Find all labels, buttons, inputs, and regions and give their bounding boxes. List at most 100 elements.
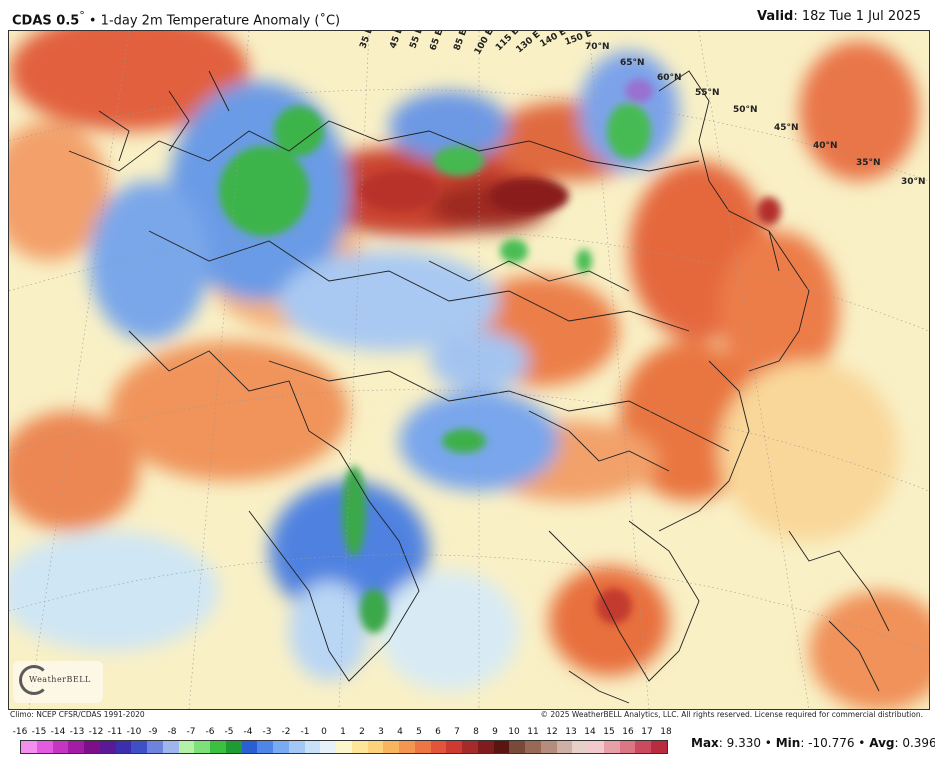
colorbar-tick-label: 11: [527, 727, 539, 737]
colorbar-tick-label: 4: [397, 727, 403, 737]
colorbar-swatch: [210, 741, 226, 753]
colorbar-swatch: [399, 741, 415, 753]
avg-label: Avg: [869, 736, 895, 750]
colorbar-swatch: [288, 741, 305, 753]
lat-label: 30°N: [901, 177, 926, 187]
colorbar-swatch: [462, 741, 478, 753]
colorbar-swatch: [635, 741, 651, 753]
colorbar-swatch: [367, 741, 384, 753]
colorbar-swatch: [525, 741, 541, 753]
valid-value: : 18z Tue 1 Jul 2025: [793, 9, 921, 24]
colorbar-swatch: [147, 741, 163, 753]
colorbar-tick-label: -7: [186, 727, 196, 737]
colorbar-swatch: [588, 741, 604, 753]
weatherbell-logo: WeatherBELL: [13, 661, 103, 703]
colorbar-tick-label: 1: [340, 727, 346, 737]
colorbar-swatch: [84, 741, 100, 753]
colorbar-tick-label: -10: [126, 727, 142, 737]
colorbar-swatch: [273, 741, 289, 753]
colorbar-tick-label: -14: [50, 727, 66, 737]
colorbar-swatch: [572, 741, 588, 753]
climo-note: Climo: NCEP CFSR/CDAS 1991-2020: [10, 710, 145, 719]
colorbar-tick-label: -4: [243, 727, 253, 737]
colorbar-swatch: [383, 741, 399, 753]
colorbar-swatch: [131, 741, 147, 753]
degree-sign: °: [79, 9, 85, 22]
colorbar-swatch: [241, 741, 258, 753]
title-bullet: •: [84, 13, 101, 29]
colorbar-tick-label: 7: [454, 727, 460, 737]
colorbar-swatch: [651, 741, 667, 753]
colorbar-tick-label: -12: [88, 727, 104, 737]
colorbar-swatch: [257, 741, 273, 753]
colorbar-swatch: [619, 741, 636, 753]
anomaly-field: [9, 31, 929, 709]
colorbar-swatch: [493, 741, 510, 753]
colorbar-swatch: [320, 741, 336, 753]
colorbar-tick-label: -9: [148, 727, 158, 737]
graticule: [9, 31, 929, 709]
colorbar-swatch: [351, 741, 368, 753]
colorbar-swatch: [36, 741, 53, 753]
valid-label: Valid: [757, 9, 794, 24]
colorbar-tick-label: 14: [584, 727, 596, 737]
country-borders: [68, 70, 890, 704]
colorbar-swatch: [21, 741, 37, 753]
min-label: Min: [775, 736, 801, 750]
lat-label: 35°N: [856, 158, 881, 168]
colorbar-tick-label: -5: [224, 727, 234, 737]
colorbar-tick-label: -1: [300, 727, 310, 737]
colorbar-swatch: [178, 741, 195, 753]
field-statistics: Max: 9.330 • Min: -10.776 • Avg: 0.396: [691, 736, 935, 750]
colorbar-swatch: [225, 741, 242, 753]
colorbar-swatch: [446, 741, 462, 753]
colorbar: [20, 740, 668, 754]
colorbar-tick-label: -11: [107, 727, 123, 737]
colorbar-swatch: [430, 741, 447, 753]
map-title: CDAS 0.5° • 1-day 2m Temperature Anomaly…: [12, 9, 340, 28]
logo-swirl-icon: [19, 665, 49, 695]
colorbar-swatch: [509, 741, 525, 753]
anomaly-map[interactable]: 35 E 45 E 55 E 65 E 85 E 100 E 115 E 130…: [8, 30, 930, 710]
header: CDAS 0.5° • 1-day 2m Temperature Anomaly…: [0, 0, 935, 30]
colorbar-labels: -16 -15 -14 -13 -12 -11 -10 -9 -8 -7 -6 -5 -4 -3 -2 -1 0…: [13, 727, 672, 739]
lat-label: 60°N: [657, 73, 682, 83]
colorbar-tick-label: 17: [641, 727, 653, 737]
max-value: : 9.330 •: [718, 736, 776, 750]
colorbar-tick-label: 18: [660, 727, 672, 737]
lat-label: 70°N: [585, 42, 610, 52]
strong-anomaly-cores: [219, 79, 781, 633]
colorbar-swatch: [194, 741, 210, 753]
model-name: CDAS 0.5: [12, 13, 80, 29]
colorbar-tick-label: -16: [12, 727, 28, 737]
valid-time: Valid: 18z Tue 1 Jul 2025: [757, 9, 921, 24]
colorbar-swatch: [52, 741, 69, 753]
colorbar-tick-label: 13: [565, 727, 577, 737]
lat-label: 55°N: [695, 88, 720, 98]
max-label: Max: [691, 736, 719, 750]
colorbar-tick-label: -8: [167, 727, 177, 737]
colorbar-tick-label: 3: [378, 727, 384, 737]
colorbar-tick-label: 9: [492, 727, 498, 737]
colorbar-swatch: [68, 741, 84, 753]
colorbar-swatch: [336, 741, 352, 753]
colorbar-tick-label: 8: [473, 727, 479, 737]
map-canvas: 35 E 45 E 55 E 65 E 85 E 100 E 115 E 130…: [9, 31, 929, 709]
colorbar-tick-label: -6: [205, 727, 215, 737]
lat-label: 45°N: [774, 123, 799, 133]
colorbar-swatch: [414, 741, 431, 753]
colorbar-tick-label: 16: [622, 727, 634, 737]
product-description: 1-day 2m Temperature Anomaly (˚C): [100, 13, 341, 29]
lat-label: 40°N: [813, 141, 838, 151]
colorbar-swatch: [540, 741, 557, 753]
colorbar-tick-label: 15: [603, 727, 615, 737]
colorbar-swatch: [99, 741, 116, 753]
min-value: : -10.776 •: [800, 736, 870, 750]
copyright-note: © 2025 WeatherBELL Analytics, LLC. All r…: [540, 710, 923, 719]
colorbar-swatch: [115, 741, 132, 753]
colorbar-swatch: [304, 741, 321, 753]
colorbar-tick-label: 5: [416, 727, 422, 737]
colorbar-tick-label: 12: [546, 727, 558, 737]
colorbar-swatch: [603, 741, 620, 753]
colorbar-swatch: [162, 741, 179, 753]
